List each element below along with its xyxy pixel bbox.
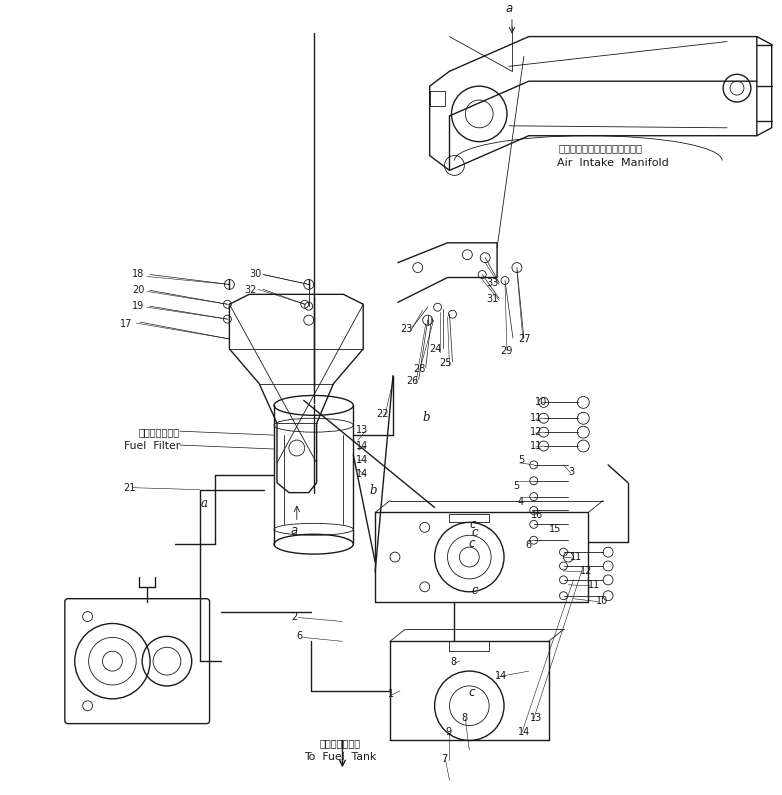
Text: 21: 21 [124, 483, 136, 493]
Text: 18: 18 [132, 269, 145, 278]
Text: 3: 3 [569, 467, 575, 477]
Text: 7: 7 [442, 754, 448, 764]
Text: 10: 10 [535, 398, 547, 408]
Text: 26: 26 [406, 376, 418, 386]
Text: 14: 14 [495, 671, 508, 681]
Text: 16: 16 [531, 510, 543, 521]
Text: a: a [291, 525, 298, 537]
Text: c: c [472, 526, 478, 539]
Text: b: b [423, 411, 430, 425]
Text: 8: 8 [450, 657, 457, 667]
Text: a: a [201, 497, 208, 510]
Text: c: c [468, 686, 475, 699]
Text: 10: 10 [596, 595, 608, 606]
Text: 14: 14 [357, 441, 368, 451]
Text: 13: 13 [357, 425, 368, 435]
Text: 14: 14 [357, 469, 368, 479]
Text: 11: 11 [529, 413, 542, 423]
Text: 23: 23 [400, 324, 412, 334]
Text: フェルフィルタ: フェルフィルタ [138, 427, 180, 437]
Text: 14: 14 [518, 727, 530, 737]
Text: 13: 13 [529, 712, 542, 723]
Text: Fuel  Filter: Fuel Filter [124, 441, 180, 451]
Text: 6: 6 [526, 541, 532, 550]
Text: 12: 12 [529, 427, 542, 437]
Text: 5: 5 [513, 481, 519, 491]
Text: c: c [468, 537, 475, 550]
Text: 15: 15 [549, 525, 561, 534]
Text: エアーインテークマニホールド: エアーインテークマニホールド [558, 144, 643, 153]
Text: 1: 1 [388, 689, 394, 699]
Text: 31: 31 [486, 294, 498, 304]
Text: 33: 33 [486, 278, 498, 289]
Text: 17: 17 [120, 319, 133, 329]
Text: 27: 27 [518, 334, 530, 344]
Text: 8: 8 [461, 712, 468, 723]
Text: 29: 29 [500, 346, 512, 356]
Text: c: c [469, 518, 475, 531]
Text: 19: 19 [132, 301, 145, 312]
Text: 30: 30 [249, 269, 261, 278]
Text: 11: 11 [588, 580, 601, 590]
Text: To  Fuel  Tank: To Fuel Tank [304, 752, 377, 762]
Text: Air  Intake  Manifold: Air Intake Manifold [557, 157, 669, 168]
Text: 12: 12 [580, 566, 593, 576]
Text: 11: 11 [570, 552, 583, 562]
Text: 28: 28 [413, 364, 425, 374]
Text: 14: 14 [357, 455, 368, 465]
Text: 25: 25 [439, 358, 452, 368]
Text: 22: 22 [376, 409, 389, 419]
Text: フェルタンクヘ: フェルタンクヘ [320, 739, 361, 748]
Text: c: c [472, 584, 478, 597]
Text: 32: 32 [244, 285, 256, 296]
Text: a: a [505, 2, 513, 15]
Text: 2: 2 [291, 611, 297, 622]
Text: 11: 11 [529, 441, 542, 451]
Text: 24: 24 [429, 344, 442, 354]
Text: b: b [369, 483, 377, 497]
Text: 4: 4 [518, 497, 524, 506]
Text: 6: 6 [297, 631, 303, 642]
Text: 20: 20 [132, 285, 145, 296]
Text: 9: 9 [446, 727, 452, 737]
Text: 5: 5 [518, 455, 524, 465]
